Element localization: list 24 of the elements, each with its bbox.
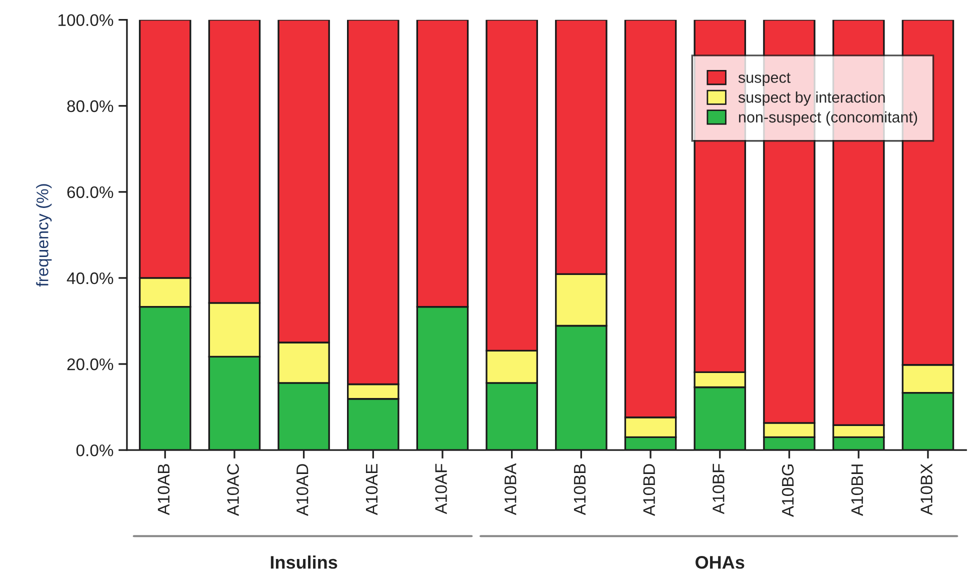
text: OHAs xyxy=(696,556,744,569)
legend-label: suspect by interaction xyxy=(738,92,885,106)
y-tick-label: 40.0% xyxy=(66,272,114,284)
x-tick-label: A10AF xyxy=(435,464,447,514)
x-tick-label: A10BA xyxy=(504,463,516,516)
text: Insulins xyxy=(270,555,338,569)
y-tick-label: 100.0% xyxy=(58,14,114,26)
x-tick-label: A10BD xyxy=(643,464,656,516)
x-tick-label: A10BG xyxy=(782,464,794,517)
x-tick-label: A10AE xyxy=(366,464,378,516)
x-tick-label: A10AB xyxy=(158,464,170,516)
x-tick-label: A10BB xyxy=(574,464,586,516)
x-tick-label: A10BX xyxy=(920,464,932,516)
y-tick-label: 20.0% xyxy=(67,358,114,370)
x-tick-label: A10BF xyxy=(712,464,724,514)
x-tick-label: A10AD xyxy=(296,464,308,516)
y-tick-label: 0.0% xyxy=(76,444,114,456)
legend-label: suspect xyxy=(738,72,791,86)
y-axis-title: frequency (%) xyxy=(36,184,52,287)
y-tick-label: 80.0% xyxy=(67,100,114,112)
y-tick-label: 60.0% xyxy=(67,186,114,198)
x-tick-label: A10BH xyxy=(851,464,864,516)
legend-label: non-suspect (concomitant) xyxy=(739,111,918,126)
x-tick-label: A10AC xyxy=(227,464,239,516)
